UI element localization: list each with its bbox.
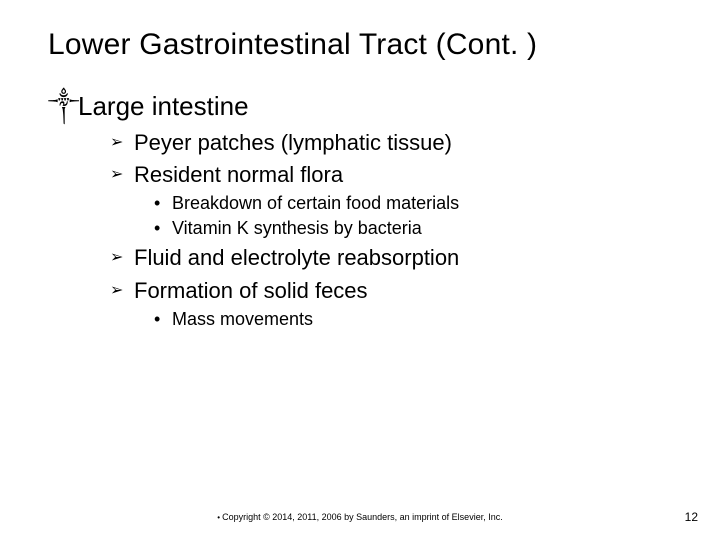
bullet-lvl3: • Breakdown of certain food materials bbox=[154, 192, 672, 215]
bullet-lvl2: ➢ Resident normal flora bbox=[110, 161, 672, 190]
bullet-lvl1: ༒ Large intestine bbox=[48, 90, 672, 123]
footer-text: Copyright © 2014, 2011, 2006 by Saunders… bbox=[222, 512, 503, 522]
slide: Lower Gastrointestinal Tract (Cont. ) ༒ … bbox=[0, 0, 720, 540]
copyright-footer: •Copyright © 2014, 2011, 2006 by Saunder… bbox=[0, 512, 720, 522]
bullet-text-lvl3: Vitamin K synthesis by bacteria bbox=[172, 217, 422, 240]
slide-title: Lower Gastrointestinal Tract (Cont. ) bbox=[48, 28, 672, 62]
bullet-glyph-lvl2: ➢ bbox=[110, 244, 134, 269]
bullet-text-lvl2: Resident normal flora bbox=[134, 161, 343, 190]
bullet-text-lvl2: Peyer patches (lymphatic tissue) bbox=[134, 129, 452, 158]
bullet-text-lvl3: Mass movements bbox=[172, 308, 313, 331]
bullet-glyph-lvl2: ➢ bbox=[110, 129, 134, 154]
bullet-glyph-lvl1: ༒ bbox=[48, 90, 78, 121]
bullet-text-lvl1: Large intestine bbox=[78, 90, 249, 123]
bullet-text-lvl2: Fluid and electrolyte reabsorption bbox=[134, 244, 459, 273]
bullet-glyph-lvl3: • bbox=[154, 308, 172, 331]
bullet-glyph-lvl2: ➢ bbox=[110, 277, 134, 302]
bullet-lvl2: ➢ Fluid and electrolyte reabsorption bbox=[110, 244, 672, 273]
bullet-glyph-lvl2: ➢ bbox=[110, 161, 134, 186]
bullet-lvl2: ➢ Formation of solid feces bbox=[110, 277, 672, 306]
footer-dot-icon: • bbox=[217, 513, 220, 522]
bullet-lvl3: • Mass movements bbox=[154, 308, 672, 331]
bullet-glyph-lvl3: • bbox=[154, 217, 172, 240]
page-number: 12 bbox=[685, 510, 698, 524]
bullet-glyph-lvl3: • bbox=[154, 192, 172, 215]
bullet-lvl2: ➢ Peyer patches (lymphatic tissue) bbox=[110, 129, 672, 158]
bullet-text-lvl3: Breakdown of certain food materials bbox=[172, 192, 459, 215]
bullet-text-lvl2: Formation of solid feces bbox=[134, 277, 368, 306]
bullet-lvl3: • Vitamin K synthesis by bacteria bbox=[154, 217, 672, 240]
